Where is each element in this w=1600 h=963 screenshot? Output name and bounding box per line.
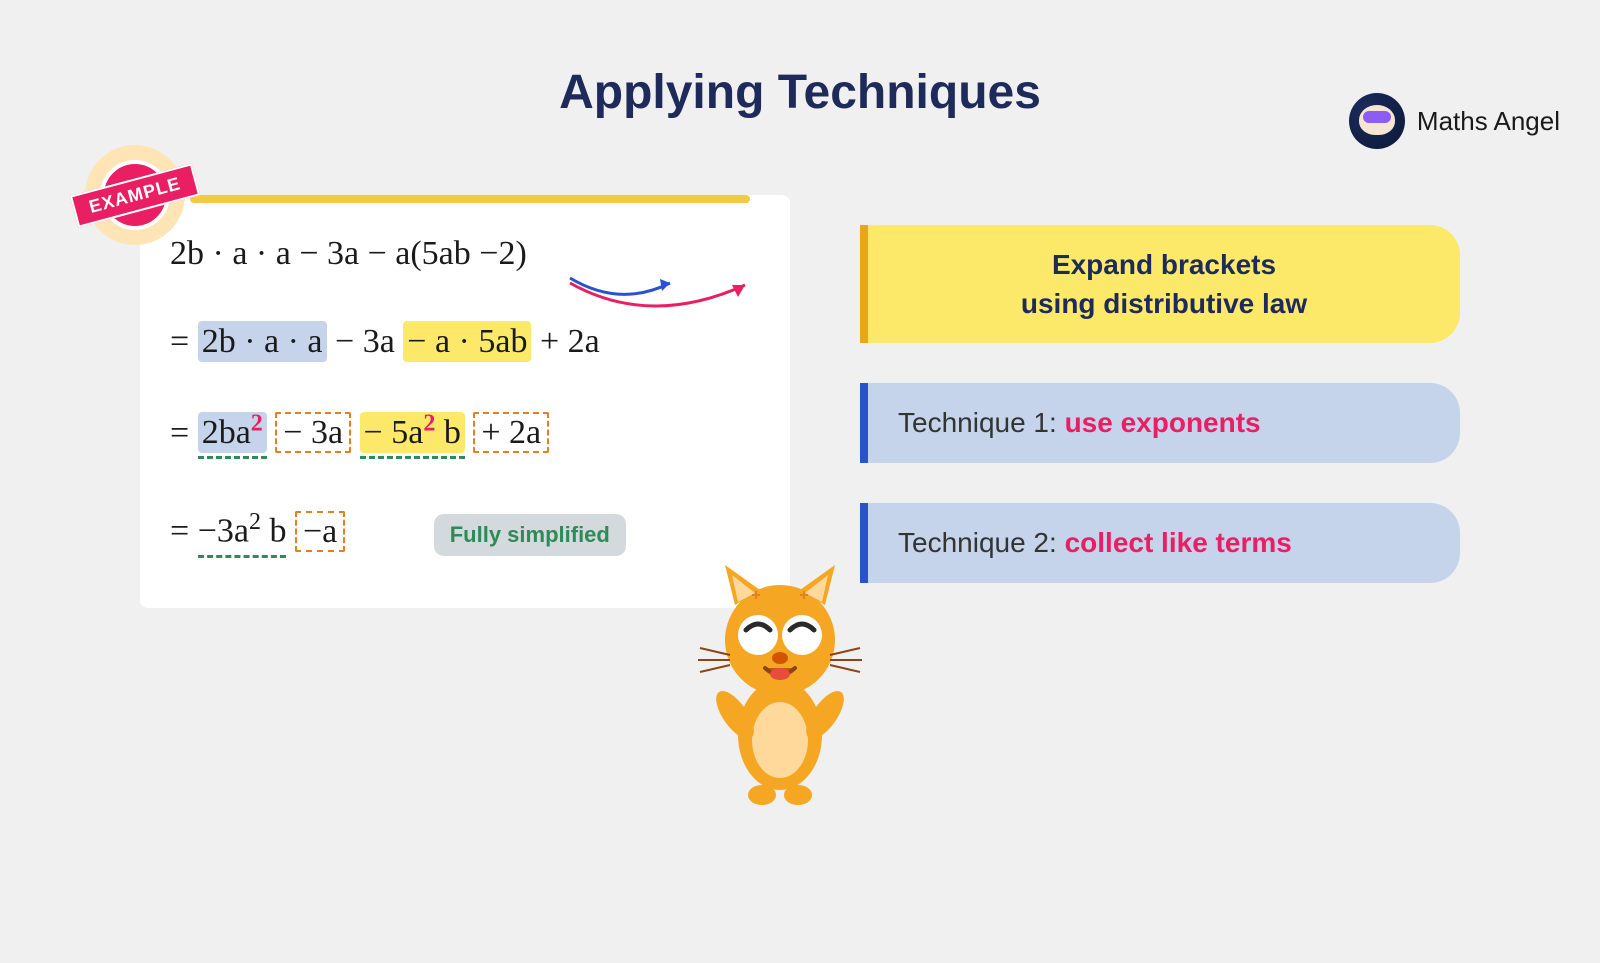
fully-simplified-badge: Fully simplified — [434, 514, 626, 556]
card-accent-bar — [190, 195, 750, 203]
technique-1: Technique 1: use exponents — [860, 383, 1460, 463]
math-line-1: 2b · a · a − 3a − a(5ab −2) — [170, 235, 760, 273]
technique-expand: Expand brackets using distributive law — [860, 225, 1460, 343]
term-highlight-yellow: − a · 5ab — [403, 321, 531, 362]
like-term-box: + 2a — [473, 412, 549, 453]
technique-2: Technique 2: collect like terms — [860, 503, 1460, 583]
brand-area: Maths Angel — [1349, 93, 1560, 149]
example-badge: EXAMPLE — [85, 145, 185, 245]
math-card: 2b · a · a − 3a − a(5ab −2) = 2b · a · a… — [140, 195, 790, 608]
distribution-arrows — [560, 273, 760, 323]
technique-panel: Expand brackets using distributive law T… — [860, 225, 1460, 623]
math-line-2: = 2b · a · a − 3a − a · 5ab + 2a — [170, 323, 760, 361]
brand-name: Maths Angel — [1417, 106, 1560, 137]
math-line-3: = 2ba2 − 3a − 5a2 b + 2a — [170, 411, 760, 459]
final-term-box: −a — [295, 511, 345, 552]
math-line-4: = −3a2 b −a Fully simplified — [170, 509, 760, 557]
term-highlight-blue: 2b · a · a — [198, 321, 327, 362]
mascot-cat-icon — [680, 560, 880, 810]
brand-logo-icon — [1349, 93, 1405, 149]
expression-original: 2b · a · a − 3a − a(5ab −2) — [170, 235, 527, 272]
like-term-box: − 3a — [275, 412, 351, 453]
